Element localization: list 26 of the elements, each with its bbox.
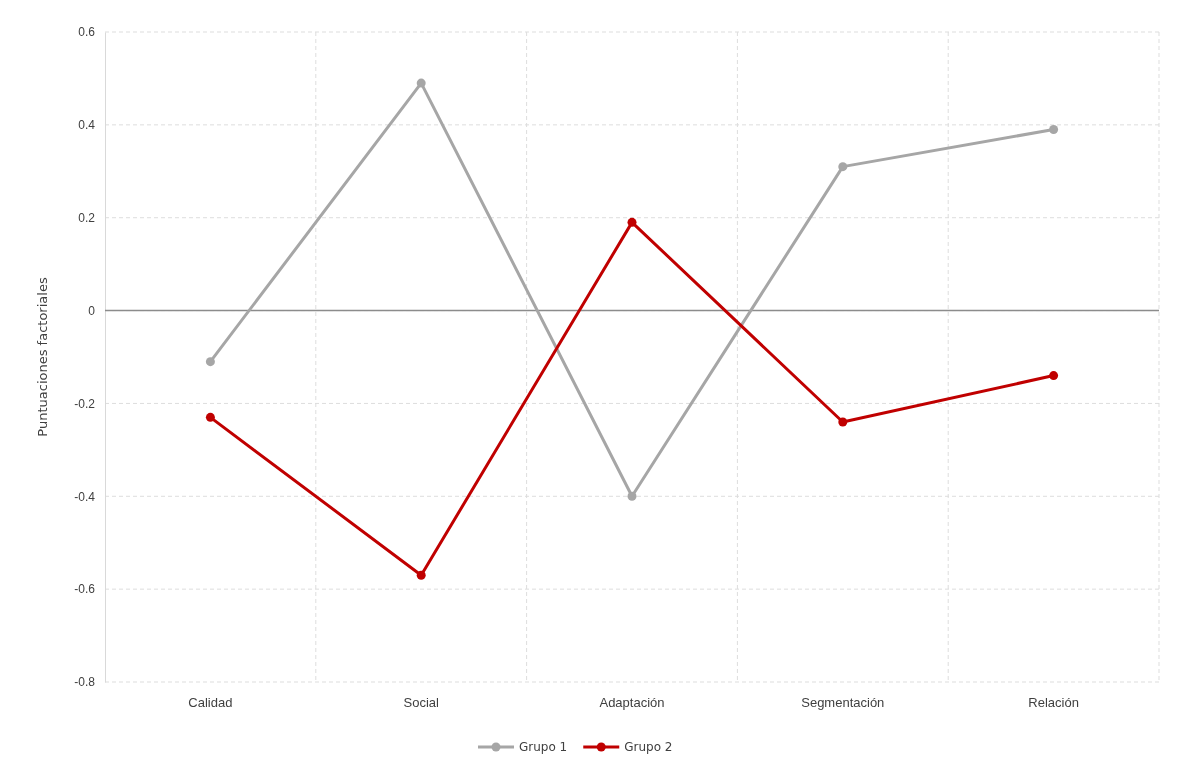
point xyxy=(627,217,637,227)
x-tick-label: Calidad xyxy=(188,695,233,711)
legend-label: Grupo 2 xyxy=(624,740,673,754)
point xyxy=(627,491,637,501)
point xyxy=(838,417,848,427)
point xyxy=(1049,125,1059,134)
y-tick-label: 0.2 xyxy=(78,211,96,226)
y-tick-label: -0.8 xyxy=(74,675,96,690)
point xyxy=(205,357,215,367)
x-tick-label: Social xyxy=(403,695,440,711)
point xyxy=(1049,371,1059,381)
point xyxy=(416,78,426,88)
y-tick-label: -0.6 xyxy=(74,582,96,597)
y-tick-label: -0.2 xyxy=(74,396,96,411)
point xyxy=(416,570,426,580)
legend-label: Grupo 1 xyxy=(519,740,568,754)
x-tick-label: Relación xyxy=(1028,695,1079,711)
x-tick-label: Segmentación xyxy=(801,695,885,711)
y-axis-title: Puntuaciones factoriales xyxy=(35,277,50,437)
y-tick-label: 0.6 xyxy=(78,25,96,40)
y-tick-label: 0 xyxy=(88,303,96,318)
point xyxy=(205,412,215,422)
y-tick-label: 0.4 xyxy=(78,118,96,133)
point xyxy=(838,162,848,172)
y-tick-label: -0.4 xyxy=(74,489,96,504)
x-tick-label: Adaptación xyxy=(599,695,665,711)
